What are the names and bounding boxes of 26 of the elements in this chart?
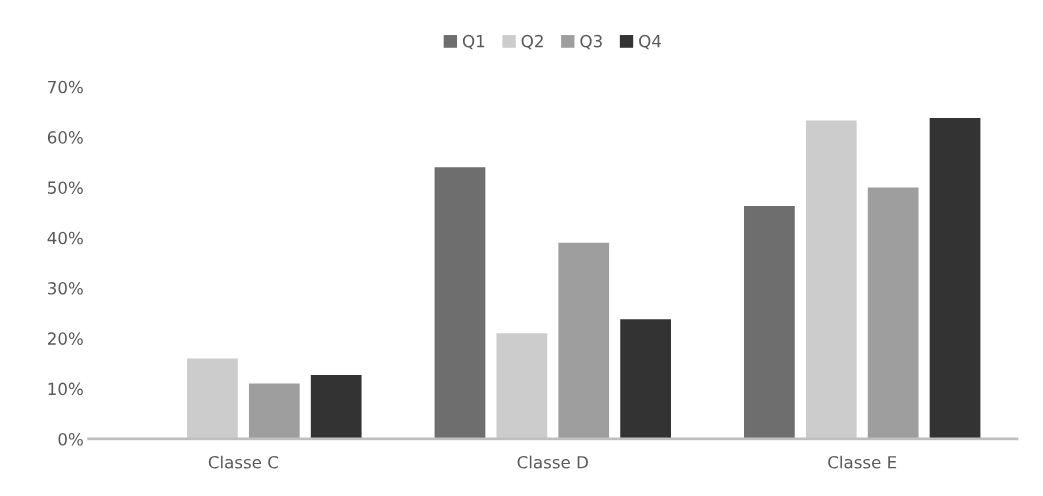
x-tick-label: Classe E [828,455,897,469]
y-tick-label: 0% [58,432,83,446]
bar [434,167,486,439]
legend-label: Q2 [521,34,543,50]
bar [620,319,671,439]
bar [558,242,610,439]
bar [187,358,238,439]
y-tick-label: 70% [48,80,83,94]
bar [496,333,548,439]
y-tick-label: 50% [48,181,83,194]
y-tick-label: 60% [47,131,83,144]
legend-label: Q1 [462,34,485,50]
bar [744,206,795,439]
bar [310,375,362,439]
x-tick-label: Classe D [517,455,588,469]
legend-label: Q4 [639,34,661,50]
bar [805,120,857,439]
x-tick-label: Classe C [208,455,278,469]
bar [929,117,981,439]
y-tick-label: 20% [47,332,83,345]
bar [867,187,919,439]
bar [248,383,300,439]
y-tick-label: 40% [47,231,83,245]
y-tick-label: 30% [48,282,83,295]
y-tick-label: 10% [48,382,83,396]
legend-label: Q3 [580,34,602,50]
